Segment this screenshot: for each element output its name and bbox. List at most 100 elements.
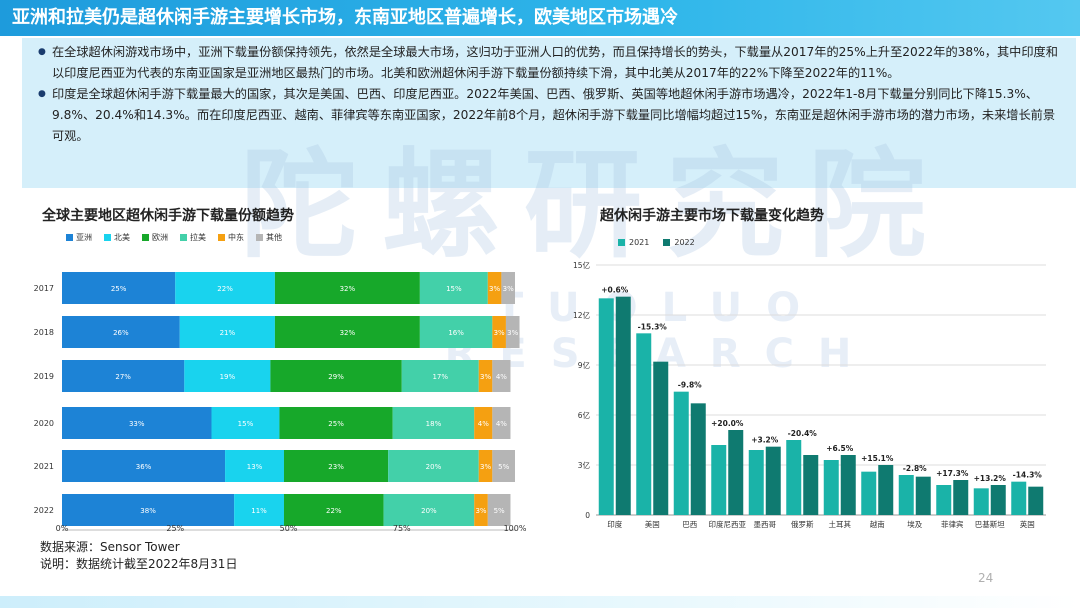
note-line: 说明：数据统计截至2022年8月31日 — [40, 557, 238, 571]
source-note: 数据来源：Sensor Tower 说明：数据统计截至2022年8月31日 — [40, 539, 237, 573]
data-label: 3% — [475, 507, 486, 515]
bar-segment — [492, 360, 511, 392]
data-label: 15% — [446, 285, 462, 293]
legend-item: 欧洲 — [142, 232, 168, 243]
x-tick-label: 0% — [56, 524, 69, 533]
bar — [1011, 481, 1027, 515]
growth-annotation: -9.8% — [678, 381, 702, 390]
growth-annotation: +20.0% — [711, 419, 744, 428]
x-tick-label: 25% — [166, 524, 184, 533]
legend-label: 北美 — [114, 233, 130, 242]
left-chart-title: 全球主要地区超休闲手游下载量份额趋势 — [42, 208, 294, 224]
data-label: 3% — [503, 285, 514, 293]
x-tick-label: 菲律宾 — [941, 519, 964, 529]
data-label: 16% — [448, 329, 464, 337]
growth-annotation: +13.2% — [974, 474, 1007, 483]
x-tick-label: 土耳其 — [829, 519, 852, 529]
legend-item: 亚洲 — [66, 232, 92, 243]
bar — [786, 440, 802, 515]
legend-item: 北美 — [104, 232, 130, 243]
y-tick-label: 2022 — [34, 506, 54, 515]
data-label: 20% — [426, 463, 442, 471]
legend-label: 欧洲 — [152, 233, 168, 242]
bar — [936, 485, 952, 515]
legend-swatch — [104, 234, 111, 241]
bar-segment — [388, 450, 479, 482]
summary-bullet-2: 印度是全球超休闲手游下载量最大的国家，其次是美国、巴西、印度尼西亚。2022年美… — [38, 84, 1062, 147]
source-line: 数据来源：Sensor Tower — [40, 540, 180, 554]
bar — [915, 476, 931, 515]
bar — [803, 455, 819, 515]
bar — [823, 460, 839, 515]
bar — [878, 465, 894, 515]
x-tick-label: 100% — [504, 524, 527, 533]
data-label: 5% — [498, 463, 509, 471]
data-label: 3% — [507, 329, 518, 337]
bar-segment — [225, 450, 284, 482]
bottom-decoration-bar — [0, 596, 1080, 608]
growth-annotation: -20.4% — [788, 429, 818, 438]
data-label: 29% — [328, 373, 344, 381]
x-tick-label: 英国 — [1020, 519, 1035, 529]
y-tick-label: 9亿 — [578, 360, 591, 370]
x-tick-label: 俄罗斯 — [791, 519, 814, 529]
y-tick-label: 15亿 — [573, 260, 591, 270]
data-label: 23% — [328, 463, 344, 471]
bar-segment — [274, 272, 420, 304]
bar-segment — [283, 494, 384, 526]
y-tick-label: 2021 — [34, 462, 54, 471]
x-tick-label: 巴基斯坦 — [975, 519, 1005, 529]
bar — [653, 361, 669, 515]
summary-box: 在全球超休闲游戏市场中，亚洲下载量份额保持领先，依然是全球最大市场，这归功于亚洲… — [22, 38, 1076, 188]
bar — [673, 391, 689, 515]
data-label: 22% — [217, 285, 233, 293]
data-label: 38% — [140, 507, 156, 515]
legend-swatch — [663, 239, 671, 246]
x-tick-label: 印度 — [607, 519, 622, 529]
left-chart-legend: 亚洲 北美 欧洲 拉美 中东 其他 — [66, 232, 282, 243]
bar-segment — [62, 450, 226, 482]
bar-segment — [505, 316, 520, 348]
bar-segment — [179, 316, 275, 348]
bar — [861, 471, 877, 515]
bar-segment — [184, 360, 271, 392]
data-label: 25% — [328, 420, 344, 428]
bar — [1028, 486, 1044, 515]
growth-annotation: -15.3% — [638, 322, 668, 331]
legend-item: 2022 — [663, 238, 695, 247]
y-tick-label: 12亿 — [573, 310, 591, 320]
bar-segment — [474, 407, 493, 439]
growth-annotation: -2.8% — [903, 464, 927, 473]
x-tick-label: 50% — [280, 524, 298, 533]
bar-segment — [401, 360, 479, 392]
bar-segment — [487, 272, 502, 304]
bar — [598, 298, 614, 515]
bar-segment — [419, 316, 493, 348]
bar-segment — [211, 407, 280, 439]
bar — [690, 403, 706, 515]
data-label: 33% — [129, 420, 145, 428]
growth-annotation: +15.1% — [861, 454, 894, 463]
y-tick-label: 2018 — [34, 328, 54, 337]
bar-segment — [474, 494, 488, 526]
stacked-bar-chart: 2017 25% 22% 32% 15% 3% 3%2018 26% 21% 32% 16% 3% 3%… — [34, 272, 527, 533]
data-label: 3% — [480, 463, 491, 471]
y-tick-label: 2017 — [34, 284, 54, 293]
bar-segment — [283, 450, 389, 482]
legend-label: 亚洲 — [76, 233, 92, 242]
data-label: 4% — [478, 420, 489, 428]
bar-segment — [62, 494, 235, 526]
page-header: 亚洲和拉美仍是超休闲手游主要增长市场，东南亚地区普遍增长，欧美地区市场遇冷 — [0, 0, 1080, 36]
bar-segment — [478, 360, 493, 392]
bar-segment — [478, 450, 493, 482]
legend-swatch — [618, 239, 625, 246]
bar-segment — [487, 494, 511, 526]
bar — [990, 485, 1006, 515]
x-tick-label: 巴西 — [682, 520, 697, 529]
data-label: 20% — [421, 507, 437, 515]
data-label: 3% — [494, 329, 505, 337]
right-chart-legend: 2021 2022 — [618, 238, 695, 247]
data-label: 25% — [111, 285, 127, 293]
bar-segment — [270, 360, 402, 392]
growth-annotation: +6.5% — [826, 444, 854, 453]
